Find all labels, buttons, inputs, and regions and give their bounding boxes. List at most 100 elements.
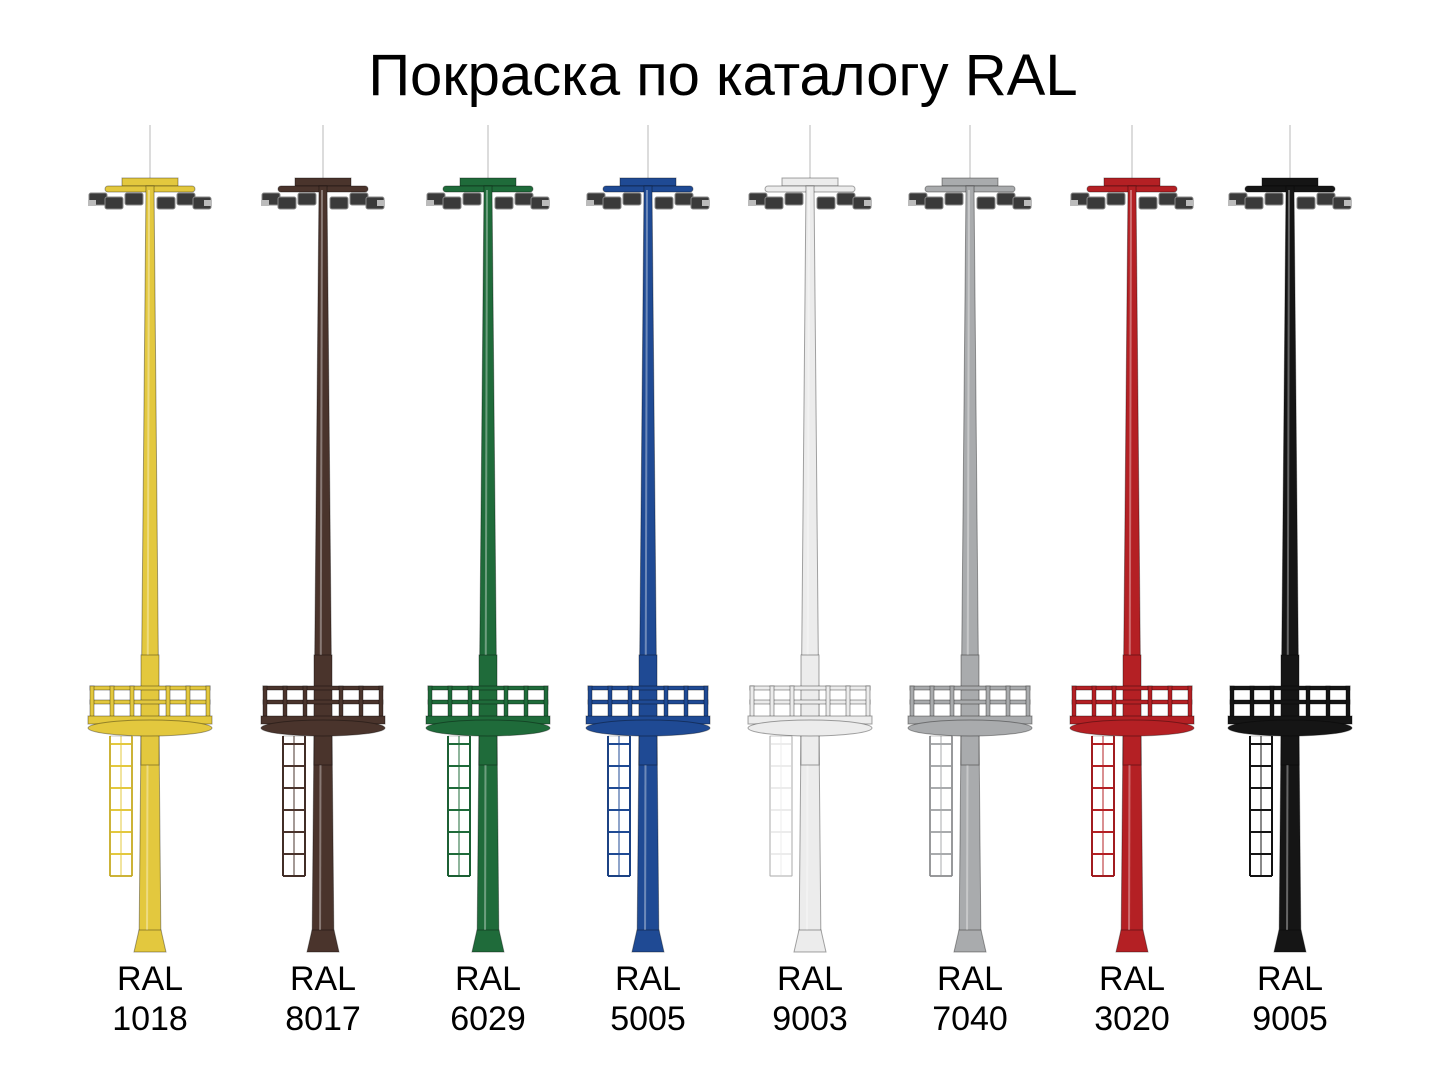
rail-post: [427, 685, 433, 719]
rail-post: [749, 685, 755, 719]
floodlight: [329, 196, 349, 210]
crown: [121, 177, 179, 187]
color-code: 7040: [932, 1000, 1008, 1038]
mast-highlight: [146, 189, 150, 946]
color-code: 6029: [450, 1000, 526, 1038]
rail-post: [1091, 685, 1097, 719]
rail-post: [845, 685, 851, 719]
rail-post: [89, 685, 95, 719]
mast: [311, 185, 335, 951]
color-label: RAL: [615, 960, 681, 998]
cage-outline: [282, 735, 306, 877]
floodlight: [674, 192, 694, 206]
floodlight-bracket: [1024, 200, 1032, 206]
floodlight: [349, 192, 369, 206]
crown: [294, 177, 352, 187]
rail-post: [503, 685, 509, 719]
mast: [958, 185, 982, 951]
rail-post: [1167, 685, 1173, 719]
mast-sleeve: [1122, 654, 1142, 766]
platform-base: [260, 719, 386, 737]
floodlight: [654, 196, 674, 210]
floodlight: [156, 196, 176, 210]
floodlight-bracket: [586, 200, 594, 206]
crown: [459, 177, 517, 187]
base: [1115, 929, 1149, 953]
floodlight: [277, 196, 297, 210]
rail: [1229, 699, 1351, 705]
floodlight: [784, 192, 804, 206]
floodlight: [297, 192, 317, 206]
mast-highlight: [644, 189, 648, 946]
mast-sleeve: [800, 654, 820, 766]
rail-post: [282, 685, 288, 719]
color-label: RAL: [455, 960, 521, 998]
rail: [262, 699, 384, 705]
color-label: RAL: [1257, 960, 1323, 998]
rail-post: [1025, 685, 1031, 719]
rail-post: [627, 685, 633, 719]
floodlight: [442, 196, 462, 210]
rail-post: [1325, 685, 1331, 719]
floodlight-bracket: [864, 200, 872, 206]
rail-post: [1071, 685, 1077, 719]
mast-highlight: [1286, 189, 1290, 946]
base: [631, 929, 665, 953]
rail-post: [338, 685, 344, 719]
floodlight-bracket: [88, 200, 96, 206]
ladder-cage: [109, 735, 133, 877]
rail: [427, 699, 549, 705]
rail-post: [302, 685, 308, 719]
rail-post: [985, 685, 991, 719]
rail: [909, 685, 1031, 691]
crown: [1103, 177, 1161, 187]
rail: [89, 699, 211, 705]
rail-post: [1269, 685, 1275, 719]
mast: [1278, 185, 1302, 951]
rail-post: [865, 685, 871, 719]
rail-post: [185, 685, 191, 719]
mast-sleeve: [140, 654, 160, 766]
floodlight-bracket: [542, 200, 550, 206]
floodlight-bracket: [261, 200, 269, 206]
rail-post: [543, 685, 549, 719]
rail: [1229, 685, 1351, 691]
platform-base: [87, 719, 213, 737]
mast-highlight: [319, 189, 323, 946]
floodlight: [836, 192, 856, 206]
floodlight-bracket: [748, 200, 756, 206]
rail-post: [165, 685, 171, 719]
floodlight: [976, 196, 996, 210]
rail-post: [1305, 685, 1311, 719]
rail: [587, 699, 709, 705]
cage-outline: [929, 735, 953, 877]
floodlight: [462, 192, 482, 206]
mast-highlight: [806, 189, 810, 946]
color-code: 1018: [112, 1000, 188, 1038]
rail-post: [447, 685, 453, 719]
mast: [1120, 185, 1144, 951]
rail: [749, 699, 871, 705]
platform-base: [1227, 719, 1353, 737]
mast-sleeve: [313, 654, 333, 766]
mast: [138, 185, 162, 951]
mast-sleeve: [1280, 654, 1300, 766]
floodlight: [944, 192, 964, 206]
base: [306, 929, 340, 953]
ladder-cage: [607, 735, 631, 877]
ladder-cage: [769, 735, 793, 877]
floodlight-bracket: [426, 200, 434, 206]
rail-post: [607, 685, 613, 719]
floodlight: [176, 192, 196, 206]
floodlight: [1316, 192, 1336, 206]
color-label: RAL: [1099, 960, 1165, 998]
mast-sleeve: [638, 654, 658, 766]
floodlight-bracket: [1228, 200, 1236, 206]
crown: [781, 177, 839, 187]
floodlight: [816, 196, 836, 210]
